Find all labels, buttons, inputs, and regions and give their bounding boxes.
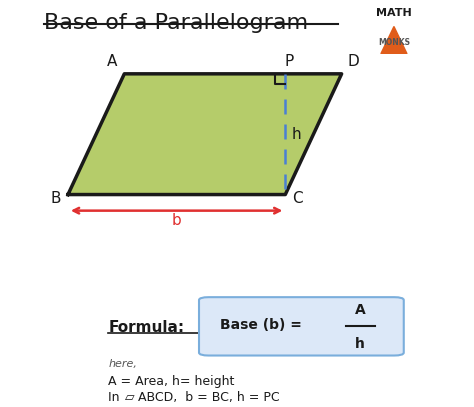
Text: In: In <box>108 391 124 404</box>
Text: P: P <box>285 54 294 69</box>
Text: ABCD,  b = BC, h = PC: ABCD, b = BC, h = PC <box>138 391 280 404</box>
Text: A: A <box>107 54 118 69</box>
Text: D: D <box>348 54 360 69</box>
Text: ▱: ▱ <box>125 391 135 404</box>
Text: Formula:: Formula: <box>108 320 184 335</box>
Polygon shape <box>68 74 342 195</box>
Text: here,: here, <box>108 359 137 369</box>
Text: A = Area, h= height: A = Area, h= height <box>108 375 235 388</box>
Text: B: B <box>51 191 61 206</box>
Text: b: b <box>172 213 182 228</box>
Text: h: h <box>292 127 301 142</box>
Text: C: C <box>292 191 303 206</box>
Text: Base of a Parallelogram: Base of a Parallelogram <box>44 13 308 33</box>
